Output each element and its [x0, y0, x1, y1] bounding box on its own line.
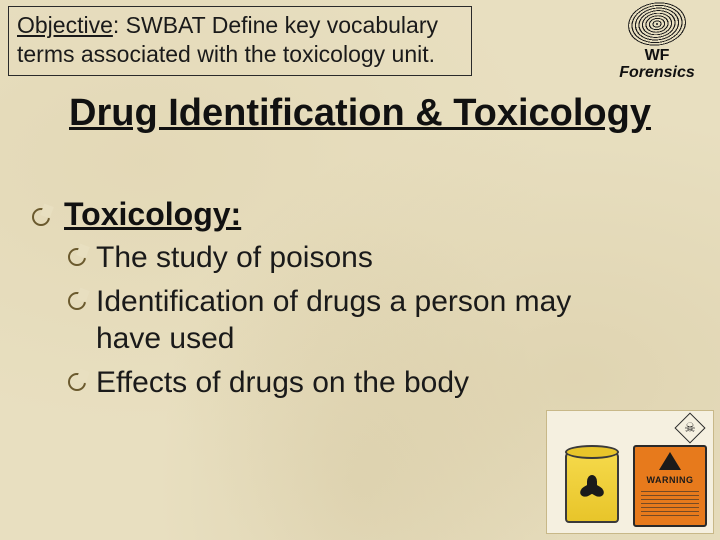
- warning-text-lines: [641, 491, 699, 519]
- skull-icon: [674, 412, 705, 443]
- objective-label: Objective: [17, 12, 113, 38]
- course-logo: WF Forensics: [602, 2, 712, 82]
- bullet-icon: [68, 248, 86, 266]
- warning-triangle-icon: [659, 452, 681, 470]
- slide-title: Drug Identification & Toxicology: [0, 92, 720, 136]
- content-area: Toxicology: The study of poisons Identif…: [32, 196, 592, 401]
- list-item: Identification of drugs a person may hav…: [68, 283, 592, 358]
- logo-line1: WF: [645, 47, 670, 64]
- objective-box: Objective: SWBAT Define key vocabulary t…: [8, 6, 472, 76]
- radiation-icon: [579, 475, 605, 501]
- list-item-text: The study of poisons: [96, 239, 373, 277]
- list-item-text: Effects of drugs on the body: [96, 364, 469, 402]
- term-heading-row: Toxicology:: [32, 196, 592, 233]
- list-item: The study of poisons: [68, 239, 592, 277]
- bullet-icon: [32, 208, 50, 226]
- barrel-icon: [565, 451, 619, 523]
- hazmat-graphic: WARNING: [546, 410, 714, 534]
- term-heading: Toxicology:: [64, 196, 241, 233]
- bullet-icon: [68, 373, 86, 391]
- warning-sign: WARNING: [633, 445, 707, 527]
- fingerprint-icon: [625, 0, 689, 50]
- bullet-icon: [68, 292, 86, 310]
- list-item: Effects of drugs on the body: [68, 364, 592, 402]
- logo-line2: Forensics: [619, 64, 695, 81]
- list-item-text: Identification of drugs a person may hav…: [96, 283, 592, 358]
